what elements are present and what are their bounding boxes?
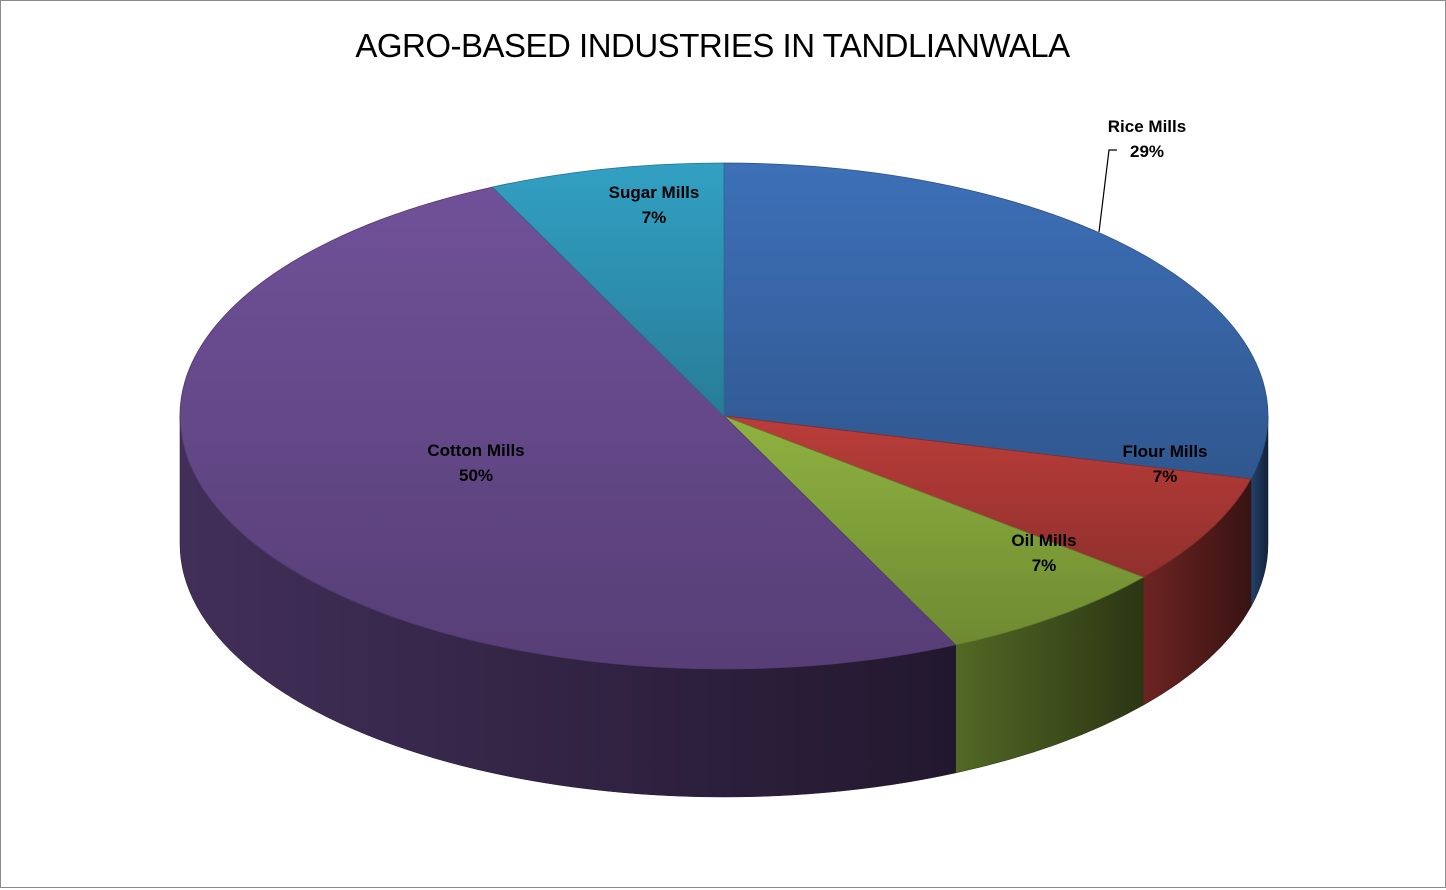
label-sugar-mills-name: Sugar Mills (609, 183, 700, 202)
label-cotton-mills-name: Cotton Mills (427, 441, 524, 460)
slice-flour-mills (723, 415, 1252, 578)
label-flour-mills-value: 7% (1153, 467, 1178, 486)
slice-rice-mills (723, 162, 1269, 480)
label-flour-mills-name: Flour Mills (1123, 442, 1208, 461)
chart-title: AGRO-BASED INDUSTRIES IN TANDLIANWALA (355, 27, 1070, 64)
pie-top-faces (180, 162, 1269, 670)
pie-labels: Rice Mills 29% Flour Mills 7% Oil Mills 7% Cot… (427, 117, 1207, 575)
label-rice-mills-name: Rice Mills (1108, 117, 1186, 136)
slice-cotton-mills (180, 186, 957, 670)
label-oil-mills-value: 7% (1032, 556, 1057, 575)
label-rice-mills-value: 29% (1130, 142, 1164, 161)
leader-line-rice-mills (1098, 149, 1117, 233)
slice-sugar-mills (491, 162, 725, 417)
label-sugar-mills-value: 7% (642, 208, 667, 227)
label-oil-mills-name: Oil Mills (1011, 531, 1076, 550)
pie-side-walls (179, 415, 1269, 798)
label-cotton-mills-value: 50% (459, 466, 493, 485)
slice-oil-mills (723, 415, 1145, 646)
